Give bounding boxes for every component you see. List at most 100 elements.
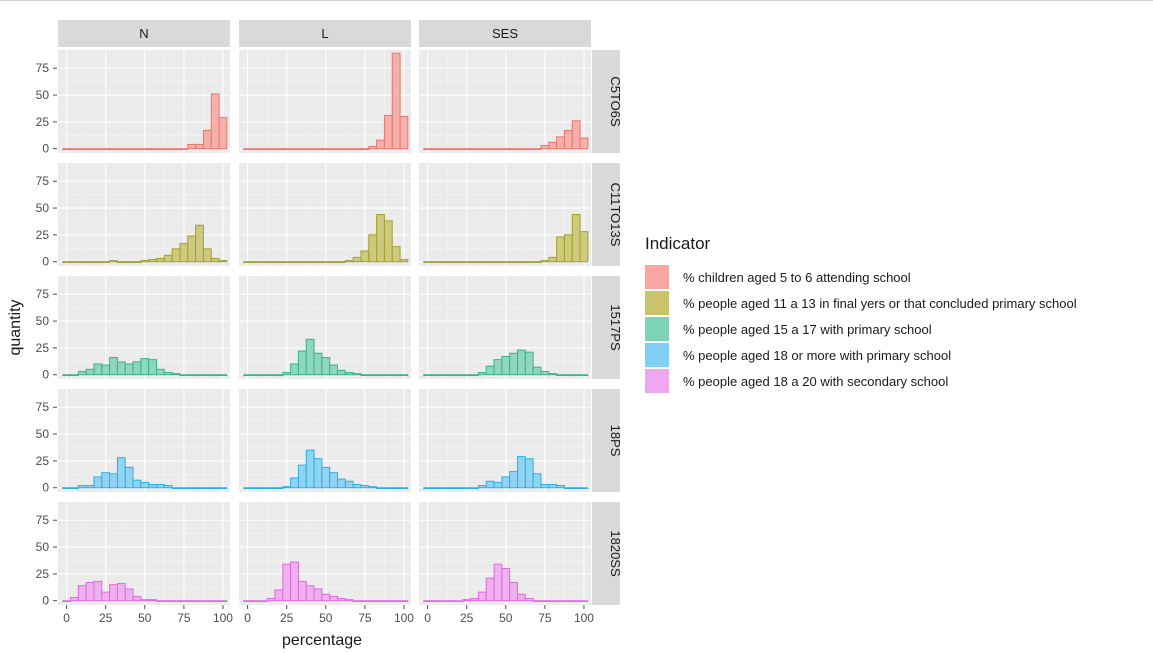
bar-C11TO13S-L-15 [266, 261, 276, 264]
x-tick-label: 50 [138, 611, 152, 625]
bar-1517PS-SES-35 [477, 372, 487, 376]
bar-C11TO13S-SES-70 [532, 261, 542, 264]
panel-background [58, 389, 230, 492]
bar-C11TO13S-N-55 [148, 259, 158, 263]
bar-1517PS-N-90 [202, 374, 212, 377]
legend-key-swatch [645, 291, 669, 315]
bar-1820SS-SES-35 [477, 591, 487, 602]
bar-1517PS-SES-20 [454, 374, 464, 377]
bar-1517PS-L-15 [266, 374, 276, 377]
bar-1517PS-N-40 [124, 363, 134, 376]
bar-18PS-L-85 [376, 487, 385, 490]
row-strip-C11TO13S [592, 163, 620, 266]
bar-C5TO6S-L-35 [297, 148, 307, 151]
bar-18PS-N-40 [124, 466, 134, 489]
bar-1517PS-L-25 [282, 372, 292, 376]
bar-1517PS-SES-95 [571, 374, 581, 377]
bar-1820SS-SES-50 [501, 568, 511, 602]
bar-1820SS-N-5 [70, 596, 79, 602]
bar-C11TO13S-SES-65 [524, 261, 534, 264]
bar-C11TO13S-SES-85 [556, 236, 565, 263]
legend-label: % people aged 18 a 20 with secondary sch… [683, 373, 949, 389]
bar-C5TO6S-N-0 [62, 148, 72, 151]
bar-C11TO13S-N-80 [187, 235, 197, 263]
bar-C11TO13S-N-75 [179, 242, 189, 263]
legend-item: % people aged 18 or more with primary sc… [645, 342, 1077, 368]
bar-1820SS-SES-90 [563, 600, 573, 603]
bar-1820SS-L-0 [243, 600, 253, 603]
bar-C11TO13S-N-25 [101, 261, 111, 264]
bar-1517PS-SES-100 [579, 374, 589, 377]
bar-18PS-N-25 [101, 472, 111, 489]
bar-C11TO13S-SES-55 [509, 261, 519, 264]
bar-C5TO6S-SES-45 [493, 148, 503, 151]
bar-1517PS-N-50 [140, 358, 150, 376]
bar-C11TO13S-SES-80 [548, 256, 558, 263]
bar-1820SS-N-55 [148, 599, 158, 602]
bar-18PS-N-20 [93, 476, 103, 489]
bar-C11TO13S-L-75 [360, 250, 370, 263]
bar-1517PS-N-35 [116, 361, 126, 376]
legend-key-swatch [645, 369, 669, 393]
bar-C11TO13S-L-35 [297, 261, 307, 264]
y-tick-label: 50 [36, 314, 50, 328]
bar-C11TO13S-N-30 [109, 260, 118, 263]
bar-18PS-N-55 [148, 483, 158, 489]
bar-18PS-L-45 [313, 458, 323, 489]
bar-1820SS-L-25 [282, 563, 292, 602]
bar-18PS-SES-75 [540, 483, 550, 489]
row-strip-1517PS [592, 276, 620, 379]
bar-1517PS-SES-15 [446, 374, 456, 377]
bar-C5TO6S-N-5 [70, 148, 79, 151]
y-tick-label: 50 [36, 540, 50, 554]
bar-1517PS-SES-10 [438, 374, 448, 377]
bar-1820SS-SES-25 [462, 599, 472, 602]
bar-1517PS-N-85 [195, 374, 204, 377]
bar-C5TO6S-L-95 [391, 52, 401, 150]
bar-1820SS-SES-60 [517, 593, 526, 602]
bar-1517PS-L-20 [274, 374, 284, 377]
column-strip-label: SES [492, 26, 518, 41]
bar-C5TO6S-N-65 [163, 148, 173, 151]
bar-1517PS-SES-25 [462, 374, 472, 377]
bar-18PS-N-100 [218, 487, 228, 490]
bar-C5TO6S-N-30 [109, 148, 118, 151]
y-tick-label: 0 [42, 481, 49, 495]
bar-18PS-SES-95 [571, 487, 581, 490]
legend-key-swatch [645, 265, 669, 289]
legend-label: % people aged 11 a 13 in final yers or t… [683, 295, 1077, 311]
bar-C5TO6S-SES-95 [571, 120, 581, 150]
legend-label: % people aged 15 a 17 with primary schoo… [683, 321, 932, 337]
bar-C5TO6S-N-85 [195, 143, 204, 150]
x-tick-label: 100 [213, 611, 233, 625]
bar-C5TO6S-L-85 [376, 139, 385, 150]
row-strip-label: 1820SS [608, 530, 623, 577]
legend-label: % people aged 18 or more with primary sc… [683, 347, 952, 363]
bar-1820SS-N-0 [62, 600, 72, 603]
y-tick-label: 0 [42, 142, 49, 156]
bar-1820SS-L-75 [360, 600, 370, 603]
bar-1517PS-SES-90 [563, 374, 573, 377]
bar-C5TO6S-N-35 [116, 148, 126, 151]
bar-1517PS-N-0 [62, 374, 72, 377]
bar-1517PS-SES-60 [517, 349, 526, 376]
bar-18PS-N-70 [171, 487, 181, 490]
bar-1820SS-L-30 [290, 561, 299, 602]
bar-18PS-L-35 [297, 464, 307, 489]
bar-C5TO6S-L-55 [329, 148, 339, 151]
bar-18PS-L-60 [337, 478, 346, 489]
bar-C5TO6S-L-80 [368, 146, 378, 150]
bar-18PS-N-75 [179, 487, 189, 490]
y-tick-label: 75 [36, 287, 50, 301]
bar-C5TO6S-SES-90 [563, 129, 573, 150]
bar-18PS-L-5 [251, 487, 260, 490]
bar-C5TO6S-N-40 [124, 148, 134, 151]
bar-1517PS-L-10 [258, 374, 268, 377]
bar-C5TO6S-N-45 [132, 148, 142, 151]
bar-C11TO13S-SES-50 [501, 261, 511, 264]
bar-18PS-SES-20 [454, 487, 464, 490]
bar-C11TO13S-L-65 [344, 260, 354, 263]
bar-18PS-N-65 [163, 485, 173, 489]
bar-C11TO13S-L-20 [274, 261, 284, 264]
